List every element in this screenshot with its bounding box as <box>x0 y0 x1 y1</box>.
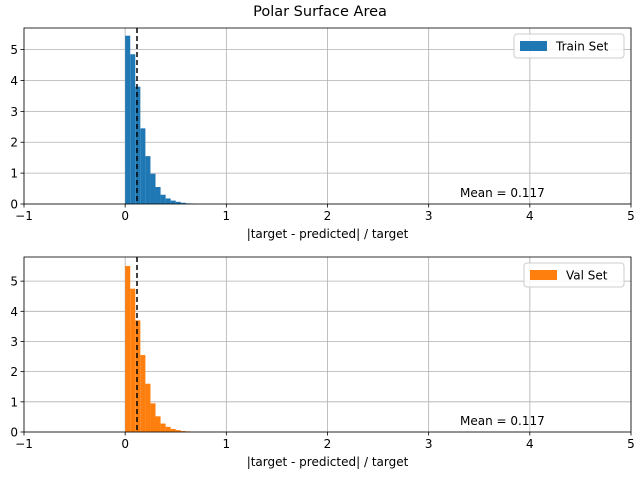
train-histogram-bar <box>140 128 146 204</box>
train-histogram-bar <box>175 201 181 204</box>
train-histogram-bar <box>125 35 131 204</box>
train-histogram-bar <box>145 156 151 204</box>
train-y-tick-label: 2 <box>10 136 18 150</box>
val-x-tick-label: 0 <box>121 437 129 451</box>
val-mean-annotation: Mean = 0.117 <box>460 414 545 428</box>
val-histogram-bar <box>135 320 141 432</box>
train-legend-swatch <box>520 41 547 51</box>
train-histogram-bar <box>180 202 186 204</box>
train-x-tick-label: −1 <box>15 209 33 223</box>
val-x-tick-label: 4 <box>526 437 534 451</box>
val-x-tick-label: −1 <box>15 437 33 451</box>
train-y-tick-label: 5 <box>10 43 18 57</box>
val-histogram-bar <box>145 383 151 432</box>
train-y-tick-label: 3 <box>10 105 18 119</box>
val-histogram-bar <box>155 416 161 432</box>
train-x-tick-label: 3 <box>425 209 433 223</box>
train-y-tick-label: 0 <box>10 198 18 212</box>
val-histogram-bar <box>175 430 181 432</box>
val-x-tick-label: 1 <box>223 437 231 451</box>
val-x-tick-label: 2 <box>324 437 332 451</box>
val-histogram-bar <box>140 355 146 432</box>
train-x-tick-label: 1 <box>223 209 231 223</box>
val-x-tick-label: 3 <box>425 437 433 451</box>
val-x-tick-label: 5 <box>627 437 635 451</box>
train-x-tick-label: 2 <box>324 209 332 223</box>
train-x-tick-label: 4 <box>526 209 534 223</box>
figure-title: Polar Surface Area <box>253 4 387 20</box>
train-x-tick-label: 5 <box>627 209 635 223</box>
train-histogram-bar <box>135 86 141 204</box>
val-y-tick-label: 4 <box>10 305 18 319</box>
train-mean-annotation: Mean = 0.117 <box>460 186 545 200</box>
val-histogram-bar <box>165 426 171 432</box>
val-y-tick-label: 3 <box>10 335 18 349</box>
train-x-axis-label: |target - predicted| / target <box>247 227 409 241</box>
train-legend-label: Train Set <box>555 40 609 54</box>
train-y-tick-label: 1 <box>10 167 18 181</box>
train-histogram-bar <box>165 198 171 204</box>
train-legend <box>513 33 625 59</box>
val-y-tick-label: 0 <box>10 426 18 440</box>
val-histogram-bar <box>130 288 136 432</box>
val-x-axis-label: |target - predicted| / target <box>247 455 409 469</box>
train-y-tick-label: 4 <box>10 74 18 88</box>
train-x-tick-label: 0 <box>121 209 129 223</box>
val-y-tick-label: 5 <box>10 275 18 289</box>
train-histogram-bar <box>155 187 161 204</box>
train-histogram-bar <box>160 194 166 204</box>
val-legend-label: Val Set <box>566 269 608 283</box>
train-histogram-bar <box>150 173 156 204</box>
val-histogram-bar <box>170 428 176 432</box>
val-y-tick-label: 1 <box>10 395 18 409</box>
val-histogram-bar <box>160 423 166 432</box>
val-histogram-bar <box>150 403 156 432</box>
val-y-tick-label: 2 <box>10 365 18 379</box>
val-legend <box>523 262 625 288</box>
train-histogram-bar <box>170 200 176 204</box>
val-legend-swatch <box>530 270 557 280</box>
val-histogram-bar <box>125 266 131 432</box>
val-histogram-bar <box>180 431 186 432</box>
train-histogram-bar <box>130 54 136 205</box>
